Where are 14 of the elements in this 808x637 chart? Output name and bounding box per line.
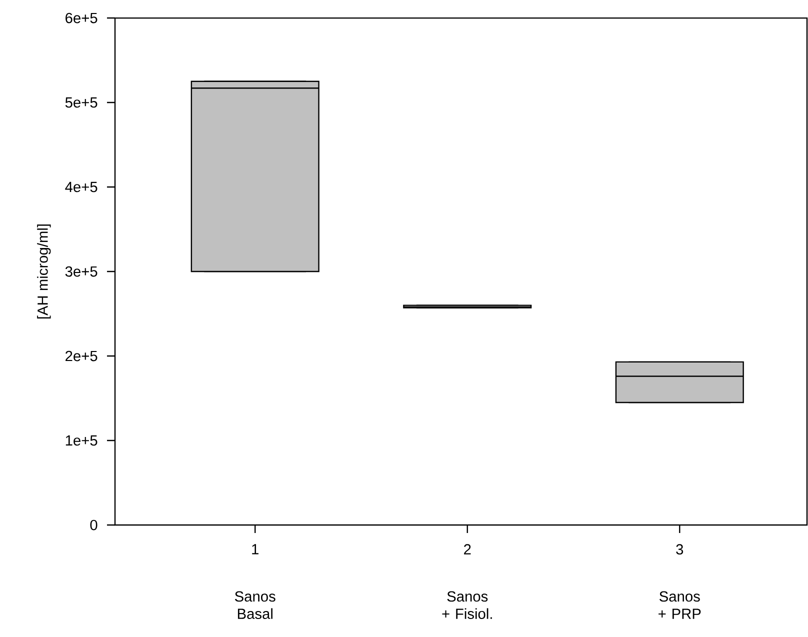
x-tick-label: 3 xyxy=(676,544,684,555)
y-axis-title: [AH microg/ml] xyxy=(37,224,51,319)
text: Sanos + Fisiol. xyxy=(442,591,492,619)
y-tick-label: 6e+5 xyxy=(66,12,98,24)
y-tick-label: 4e+5 xyxy=(65,182,98,192)
x-tick-label: 1 xyxy=(252,544,258,554)
y-tick-label: 5e+5 xyxy=(65,97,98,108)
y-tick-label: 0 xyxy=(90,520,98,530)
y-tick-label: 2e+5 xyxy=(66,350,98,362)
y-tick-label: 1e+5 xyxy=(66,435,98,446)
x-tick-label: 2 xyxy=(464,544,471,554)
text: Sanos Basal xyxy=(234,591,276,619)
text: Sanos + PRP xyxy=(658,591,701,619)
y-tick-label: 3e+5 xyxy=(65,266,98,277)
